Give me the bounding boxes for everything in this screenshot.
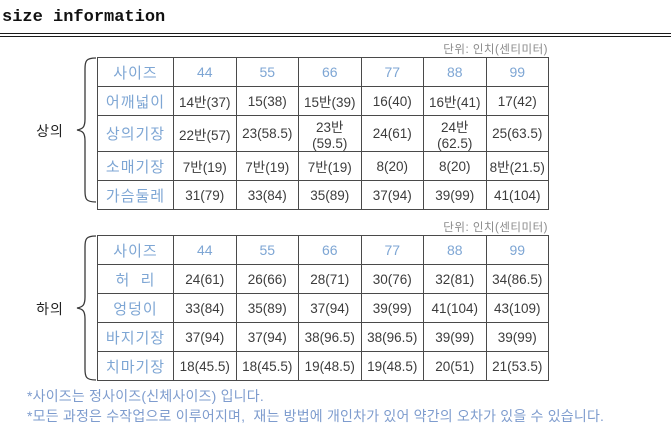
size-value-cell: 43(109): [485, 293, 549, 323]
size-value-cell: 19(48.5): [360, 351, 424, 381]
size-value-cell: 14반(37): [173, 86, 237, 116]
size-value-cell: 24(61): [173, 264, 237, 294]
row-label-cell: 가슴둘레: [97, 180, 174, 210]
size-table-row: 엉덩이 33(84) 35(89) 37(94) 39(99) 41(104) 43(109…: [97, 293, 549, 323]
size-header-cell: 44: [173, 235, 237, 265]
size-table-row: 치마기장 18(45.5) 18(45.5) 19(48.5) 19(48.5) 20(5…: [97, 351, 549, 381]
footnote-size: *사이즈는 정사이즈(신체사이즈) 입니다.: [27, 388, 264, 404]
size-header-label-cell: 사이즈: [97, 57, 174, 87]
size-table-header-row: 사이즈 44 55 66 77 88 99: [97, 57, 549, 87]
size-header-cell: 99: [485, 57, 549, 87]
row-label-cell: 바지기장: [97, 322, 174, 352]
row-label-cell: 허 리: [97, 264, 174, 294]
size-value-cell: 16반(41): [423, 86, 487, 116]
size-header-cell: 88: [423, 235, 487, 265]
row-label-cell: 치마기장: [97, 351, 174, 381]
size-value-cell: 37(94): [360, 180, 424, 210]
size-value-cell: 28(71): [298, 264, 362, 294]
size-table-bottoms: 사이즈 44 55 66 77 88 99 허 리 24(61) 26(66) 28(71) 30(7…: [97, 235, 549, 381]
size-header-cell: 77: [360, 57, 424, 87]
size-value-cell: 38(96.5): [298, 322, 362, 352]
size-value-cell: 37(94): [298, 293, 362, 323]
size-table-row: 바지기장 37(94) 37(94) 38(96.5) 38(96.5) 39(99) 39…: [97, 322, 549, 352]
size-value-cell: 15반(39): [298, 86, 362, 116]
size-value-cell: 26(66): [235, 264, 299, 294]
row-label-cell: 어깨넓이: [97, 86, 174, 116]
size-value-cell: 33(84): [173, 293, 237, 323]
size-header-cell: 55: [235, 235, 299, 265]
size-value-cell: 8반(21.5): [485, 151, 549, 181]
row-label-cell: 엉덩이: [97, 293, 174, 323]
size-table-row: 어깨넓이 14반(37) 15(38) 15반(39) 16(40) 16반(41) 17(…: [97, 86, 549, 116]
group-label-tops: 상의: [36, 123, 64, 139]
size-value-cell: 35(89): [235, 293, 299, 323]
size-value-cell: 33(84): [235, 180, 299, 210]
size-table-row: 소매기장 7반(19) 7반(19) 7반(19) 8(20) 8(20) 8반(21.5): [97, 151, 549, 181]
size-table-row: 상의기장 22반(57) 23(58.5) 23반(59.5) 24(61) 24반(62…: [97, 115, 549, 152]
size-value-cell: 39(99): [485, 322, 549, 352]
size-value-cell: 18(45.5): [235, 351, 299, 381]
size-table-row: 가슴둘레 31(79) 33(84) 35(89) 37(94) 39(99) 41(104…: [97, 180, 549, 210]
size-value-cell: 41(104): [485, 180, 549, 210]
size-value-cell: 39(99): [360, 293, 424, 323]
size-value-cell: 41(104): [423, 293, 487, 323]
size-value-cell: 24(61): [360, 115, 424, 152]
unit-label-tops: 단위: 인치(센티미터): [443, 44, 548, 56]
size-value-cell: 21(53.5): [485, 351, 549, 381]
unit-label-bottoms: 단위: 인치(센티미터): [443, 222, 548, 234]
size-value-cell: 37(94): [235, 322, 299, 352]
size-value-cell: 35(89): [298, 180, 362, 210]
footnote-handmade: *모든 과정은 수작업으로 이루어지며, 재는 방법에 개인차가 있어 약간의 …: [27, 408, 605, 424]
size-header-cell: 66: [298, 235, 362, 265]
size-value-cell: 39(99): [423, 322, 487, 352]
curly-brace-tops: [76, 57, 97, 203]
size-header-label-cell: 사이즈: [97, 235, 174, 265]
size-value-cell: 18(45.5): [173, 351, 237, 381]
size-value-cell: 8(20): [423, 151, 487, 181]
curly-brace-bottoms: [76, 235, 97, 381]
size-value-cell: 15(38): [235, 86, 299, 116]
size-header-cell: 77: [360, 235, 424, 265]
size-value-cell: 16(40): [360, 86, 424, 116]
size-value-cell: 17(42): [485, 86, 549, 116]
group-label-bottoms: 하의: [36, 301, 64, 317]
size-header-cell: 55: [235, 57, 299, 87]
size-header-cell: 88: [423, 57, 487, 87]
size-value-cell: 31(79): [173, 180, 237, 210]
title-divider: [0, 33, 671, 37]
size-value-cell: 37(94): [173, 322, 237, 352]
size-value-cell: 19(48.5): [298, 351, 362, 381]
size-header-cell: 66: [298, 57, 362, 87]
size-value-cell: 20(51): [423, 351, 487, 381]
size-header-cell: 44: [173, 57, 237, 87]
size-table-row: 허 리 24(61) 26(66) 28(71) 30(76) 32(81) 34(86.5…: [97, 264, 549, 294]
size-value-cell: 22반(57): [173, 115, 237, 152]
size-header-cell: 99: [485, 235, 549, 265]
size-value-cell: 32(81): [423, 264, 487, 294]
size-value-cell: 24반(62.5): [423, 115, 487, 152]
size-value-cell: 7반(19): [235, 151, 299, 181]
size-value-cell: 39(99): [423, 180, 487, 210]
size-value-cell: 8(20): [360, 151, 424, 181]
row-label-cell: 상의기장: [97, 115, 174, 152]
size-value-cell: 23반(59.5): [298, 115, 362, 152]
size-value-cell: 7반(19): [173, 151, 237, 181]
size-table-header-row: 사이즈 44 55 66 77 88 99: [97, 235, 549, 265]
size-value-cell: 23(58.5): [235, 115, 299, 152]
size-value-cell: 34(86.5): [485, 264, 549, 294]
size-table-tops: 사이즈 44 55 66 77 88 99 어깨넓이 14반(37) 15(38) 15반(39) 1…: [97, 57, 549, 210]
row-label-cell: 소매기장: [97, 151, 174, 181]
size-value-cell: 7반(19): [298, 151, 362, 181]
size-value-cell: 30(76): [360, 264, 424, 294]
page-title: size information: [2, 8, 166, 27]
size-value-cell: 25(63.5): [485, 115, 549, 152]
size-value-cell: 38(96.5): [360, 322, 424, 352]
